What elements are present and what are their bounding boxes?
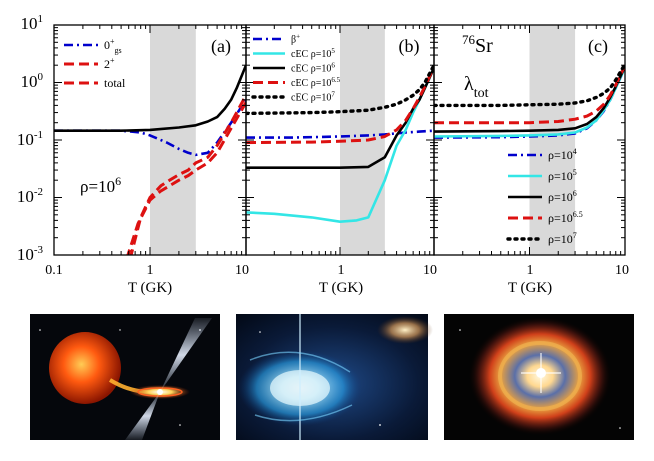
series-line-a-3 [54, 64, 246, 132]
panel-a: (a) 0+gs2+ total ρ=106 [53, 24, 247, 256]
accreting-binary-star-image [30, 314, 220, 440]
legend-label-c-4: ρ=107 [548, 231, 577, 246]
y-tick-label-1e-3: 10-3 [17, 244, 44, 264]
chart-panels: (a) 0+gs2+ total ρ=106 (b) β+cEC ρ=105 cEC ρ=1… [53, 24, 626, 256]
y-tick-label-1e-2: 10-2 [17, 186, 43, 206]
legend-label-c-0: ρ=104 [548, 147, 577, 162]
legend-label-b-4: cEC ρ=107 [291, 91, 335, 104]
legend-label-c-1: ρ=105 [548, 168, 577, 183]
x-tick-label-b-0: 1 [338, 263, 345, 278]
panel-label-b: (b) [399, 36, 420, 57]
series-line-a-2 [126, 101, 246, 255]
ticks-c [433, 24, 626, 256]
legend-label-b-3: cEC ρ=106.5 [291, 76, 341, 89]
legend-label-a-2: total [104, 76, 126, 90]
x-tick-label-a-0: 0.1 [45, 263, 63, 278]
legend-label-b-1: cEC ρ=105 [291, 47, 335, 60]
density-annotation: ρ=106 [80, 174, 121, 196]
y-axis-labels: 101 100 10-1 10-2 10-3 [17, 13, 44, 264]
legend-label-a-0: 0+gs [104, 37, 122, 55]
y-tick-label-1e1: 101 [21, 13, 44, 33]
shaded-band-c [529, 25, 576, 255]
x-axis-title-b: T (GK) [319, 280, 363, 296]
legend-label-b-2: cEC ρ=106 [291, 62, 335, 75]
shaded-band-b [340, 25, 385, 255]
panel-label-c: (c) [588, 36, 608, 57]
legend-a: 0+gs2+ total [64, 37, 126, 90]
panel-label-a: (a) [211, 36, 231, 57]
neutron-star-merger-image [236, 314, 433, 440]
planetary-nebula-image [444, 314, 634, 440]
x-axis-labels: 0.1 1 10 1 10 1 10 T (GK) T (GK) T (GK) [45, 263, 629, 296]
y-tick-label-1e-1: 10-1 [17, 129, 43, 149]
legend-c: ρ=104 ρ=105 ρ=106 ρ=106.5 ρ=107 [506, 147, 583, 246]
x-tick-label-b-1: 10 [423, 263, 437, 278]
x-axis-title-a: T (GK) [128, 280, 172, 296]
quantity-label: λtot [464, 73, 489, 101]
x-tick-label-c-1: 10 [615, 263, 629, 278]
ticks-a [53, 24, 247, 256]
legend-label-c-3: ρ=106.5 [548, 210, 583, 225]
legend-label-c-2: ρ=106 [548, 189, 577, 204]
x-tick-label-a-1: 1 [147, 263, 154, 278]
series-line-b-0 [246, 129, 434, 139]
series-line-c-3 [434, 64, 625, 125]
series-line-b-3 [246, 65, 434, 145]
y-tick-label-1e0: 100 [21, 71, 44, 91]
series-line-c-4 [434, 62, 625, 108]
legend-label-b-0: β+ [291, 33, 300, 46]
nuclide-label: 76Sr [462, 32, 493, 57]
ticks-b [245, 24, 435, 256]
x-axis-title-c: T (GK) [508, 280, 552, 296]
panel-c: (c) ρ=104 ρ=105 ρ=106 ρ=106.5 ρ=107 76Sr λtot [433, 24, 626, 256]
legend-label-a-1: 2+ [104, 56, 115, 71]
x-tick-label-a-2: 10 [235, 263, 249, 278]
series-line-b-4 [246, 63, 434, 116]
series-line-b-2 [246, 67, 434, 169]
shaded-band-a [150, 25, 196, 255]
x-tick-label-c-0: 1 [527, 263, 534, 278]
